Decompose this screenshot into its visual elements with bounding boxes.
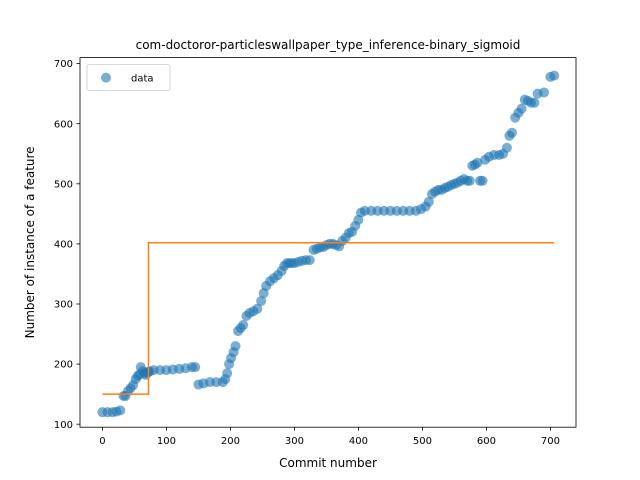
x-tick-label: 700 bbox=[541, 436, 560, 447]
legend-label-data: data bbox=[131, 73, 154, 84]
y-tick-label: 200 bbox=[54, 360, 73, 371]
legend: data bbox=[86, 64, 171, 91]
data-point bbox=[529, 97, 540, 108]
plot-area bbox=[97, 70, 560, 418]
x-axis-label: Commit number bbox=[279, 456, 377, 470]
y-tick-label: 600 bbox=[54, 119, 73, 130]
data-point bbox=[507, 127, 517, 138]
data-point bbox=[115, 405, 126, 416]
axes-frame bbox=[79, 57, 577, 428]
data-point bbox=[252, 303, 263, 314]
data-point bbox=[501, 142, 512, 153]
y-tick-label: 700 bbox=[54, 59, 73, 70]
x-axis: 0 100 200 300 400 500 600 700 bbox=[99, 427, 560, 447]
x-tick-label: 400 bbox=[349, 436, 368, 447]
data-point bbox=[238, 320, 249, 331]
data-point bbox=[423, 196, 434, 207]
data-point bbox=[464, 175, 475, 186]
y-tick-label: 300 bbox=[54, 300, 73, 311]
data-point bbox=[304, 255, 315, 266]
x-tick-label: 300 bbox=[285, 436, 304, 447]
data-point bbox=[549, 70, 560, 81]
y-tick-label: 400 bbox=[54, 240, 73, 251]
chart-title: com-doctoror-particleswallpaper_type_inf… bbox=[136, 38, 521, 52]
x-tick-label: 100 bbox=[157, 436, 176, 447]
data-point bbox=[516, 103, 527, 114]
data-point bbox=[477, 175, 488, 186]
y-axis-label: Number of instance of a feature bbox=[23, 146, 37, 338]
data-point bbox=[472, 157, 483, 168]
y-axis: 100 200 300 400 500 600 700 bbox=[54, 59, 80, 431]
x-tick-label: 0 bbox=[99, 436, 105, 447]
data-point bbox=[222, 368, 233, 379]
legend-box bbox=[86, 64, 171, 91]
x-tick-label: 500 bbox=[413, 436, 432, 447]
x-tick-label: 200 bbox=[221, 436, 240, 447]
data-point bbox=[190, 362, 201, 373]
data-point bbox=[230, 341, 241, 352]
x-tick-label: 600 bbox=[477, 436, 496, 447]
data-point bbox=[539, 87, 549, 98]
y-tick-label: 500 bbox=[54, 179, 73, 190]
y-tick-label: 100 bbox=[54, 420, 73, 431]
legend-marker-data bbox=[101, 72, 111, 83]
fit-step-line bbox=[102, 241, 555, 395]
data-point bbox=[256, 295, 267, 306]
